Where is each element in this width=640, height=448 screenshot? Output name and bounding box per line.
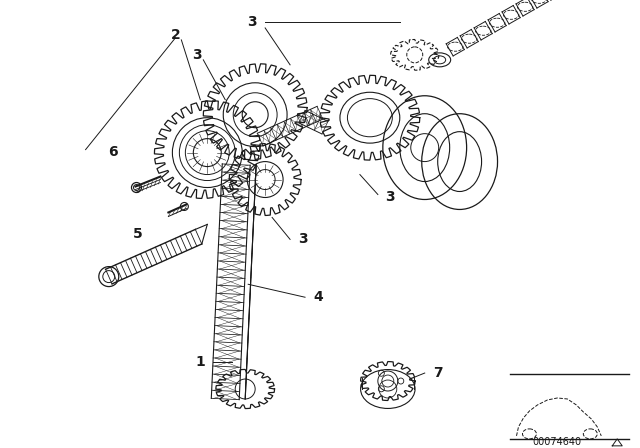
Text: 7: 7 bbox=[433, 366, 442, 380]
Text: 5: 5 bbox=[132, 228, 142, 241]
Text: 3: 3 bbox=[298, 233, 308, 246]
Text: 3: 3 bbox=[385, 190, 395, 204]
Text: 3: 3 bbox=[248, 15, 257, 29]
Text: 00074640: 00074640 bbox=[533, 437, 582, 447]
Text: 2: 2 bbox=[170, 28, 180, 42]
Text: 4: 4 bbox=[313, 290, 323, 304]
Text: 1: 1 bbox=[195, 355, 205, 369]
Text: 6: 6 bbox=[108, 145, 117, 159]
Text: 3: 3 bbox=[193, 48, 202, 62]
